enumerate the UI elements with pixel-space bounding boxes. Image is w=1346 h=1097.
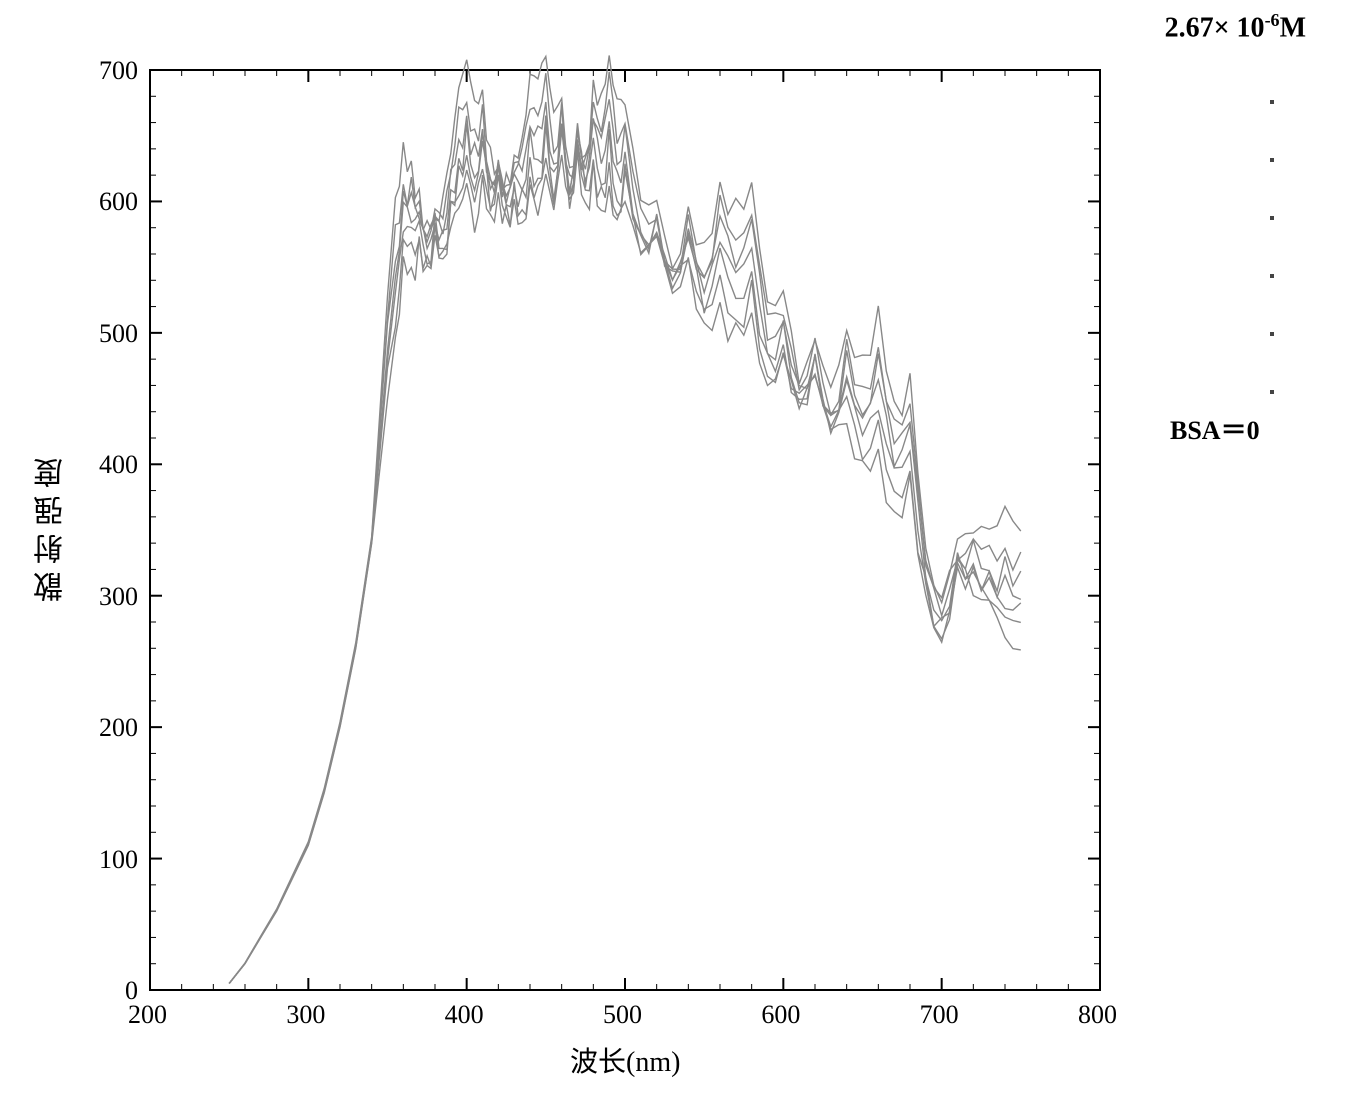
concentration-base: 2.67× 10 [1165, 12, 1265, 43]
legend-dot [1270, 158, 1274, 162]
y-tick-label: 500 [99, 319, 138, 349]
y-tick-label: 300 [99, 582, 138, 612]
legend-dot [1270, 390, 1274, 394]
x-tick-label: 400 [445, 1000, 484, 1030]
legend-dot [1270, 332, 1274, 336]
x-tick-label: 800 [1078, 1000, 1117, 1030]
y-tick-label: 600 [99, 187, 138, 217]
x-tick-label: 600 [761, 1000, 800, 1030]
chart-svg [0, 0, 1346, 1092]
x-tick-label: 700 [920, 1000, 959, 1030]
scatter-spectrum-chart: 2.67× 10-6M BSA＝0 散射强度 波长(nm) [0, 0, 1346, 1092]
y-tick-label: 100 [99, 845, 138, 875]
legend-dot [1270, 274, 1274, 278]
x-tick-label: 300 [286, 1000, 325, 1030]
y-tick-label: 700 [99, 56, 138, 86]
x-axis-label: 波长(nm) [570, 1040, 680, 1080]
y-tick-label: 0 [125, 976, 138, 1006]
bsa-annotation: BSA＝0 [1170, 410, 1260, 447]
y-tick-label: 400 [99, 450, 138, 480]
y-axis-label: 散射强度 [30, 450, 74, 602]
concentration-exp: -6 [1265, 10, 1280, 30]
bsa-text: BSA＝0 [1170, 416, 1260, 445]
x-tick-label: 500 [603, 1000, 642, 1030]
legend-dot [1270, 216, 1274, 220]
concentration-annotation: 2.67× 10-6M [1165, 10, 1306, 44]
concentration-unit: M [1280, 12, 1306, 43]
y-tick-label: 200 [99, 713, 138, 743]
legend-dot [1270, 100, 1274, 104]
